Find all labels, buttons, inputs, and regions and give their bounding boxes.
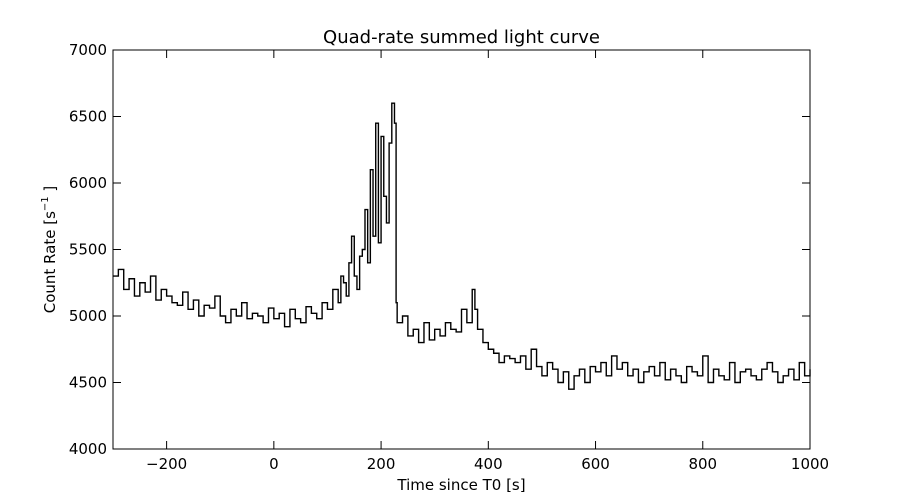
y-axis-label: Count Rate [s−1 ] [40,186,59,314]
y-tick-label: 5500 [69,241,107,259]
x-tick-label: 800 [688,455,717,473]
x-tick-label: 400 [474,455,503,473]
series-layer [113,102,811,390]
y-tick-label: 4000 [69,440,107,458]
y-axis-label-prefix: Count Rate [s [41,211,59,313]
plot-area [112,49,811,450]
y-axis-label-suffix: ] [41,186,59,197]
x-axis-label: Time since T0 [s] [396,476,525,494]
x-tick-label: 1000 [791,455,829,473]
x-axis-ticks: −200 0 200 400 600 800 1000 [146,50,829,473]
y-tick-label: 4500 [69,374,107,392]
y-axis-ticks: 4000 4500 5000 5500 6000 6500 7000 [69,41,810,458]
y-tick-label: 7000 [69,41,107,59]
y-tick-label: 6000 [69,174,107,192]
x-tick-label: −200 [146,455,187,473]
y-axis-label-exponent: −1 [40,196,51,211]
chart-title: Quad-rate summed light curve [323,27,600,48]
y-tick-label: 5000 [69,307,107,325]
plot-frame [112,49,811,450]
x-tick-label: 0 [269,455,279,473]
x-tick-label: 600 [581,455,610,473]
series-line [113,102,811,390]
y-tick-label: 6500 [69,108,107,126]
x-tick-label: 200 [367,455,396,473]
